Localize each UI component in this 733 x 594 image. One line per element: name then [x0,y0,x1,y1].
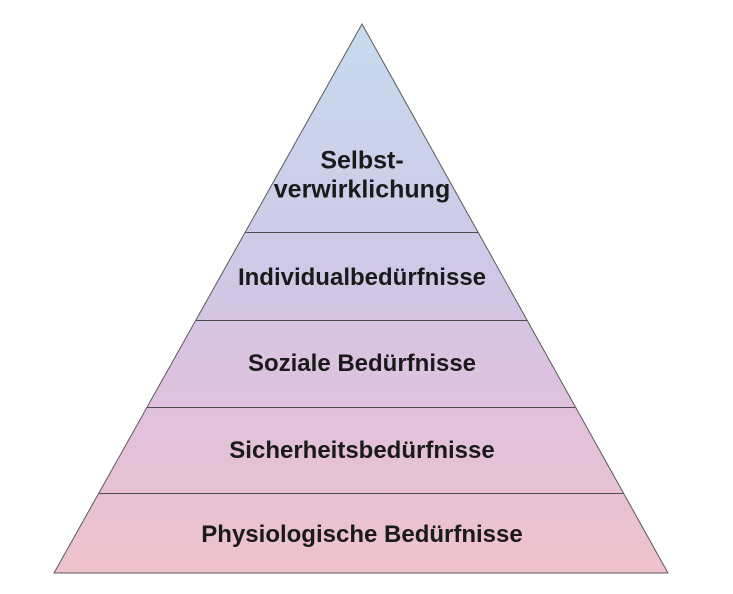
tier-label: Individualbedürfnisse [238,264,486,292]
tier-divider [99,493,624,494]
pyramid-outline [0,0,733,594]
tier-label: Soziale Bedürfnisse [248,350,476,378]
tier-label: Physiologische Bedürfnisse [201,521,522,549]
tier-divider [245,232,478,233]
pyramid-diagram: Selbst- verwirklichung Individualbedürfni… [0,0,733,594]
tier-label: Sicherheitsbedürfnisse [229,437,494,465]
tier-divider [147,407,575,408]
tier-label: Selbst- verwirklichung [274,146,450,204]
tier-divider [196,320,527,321]
